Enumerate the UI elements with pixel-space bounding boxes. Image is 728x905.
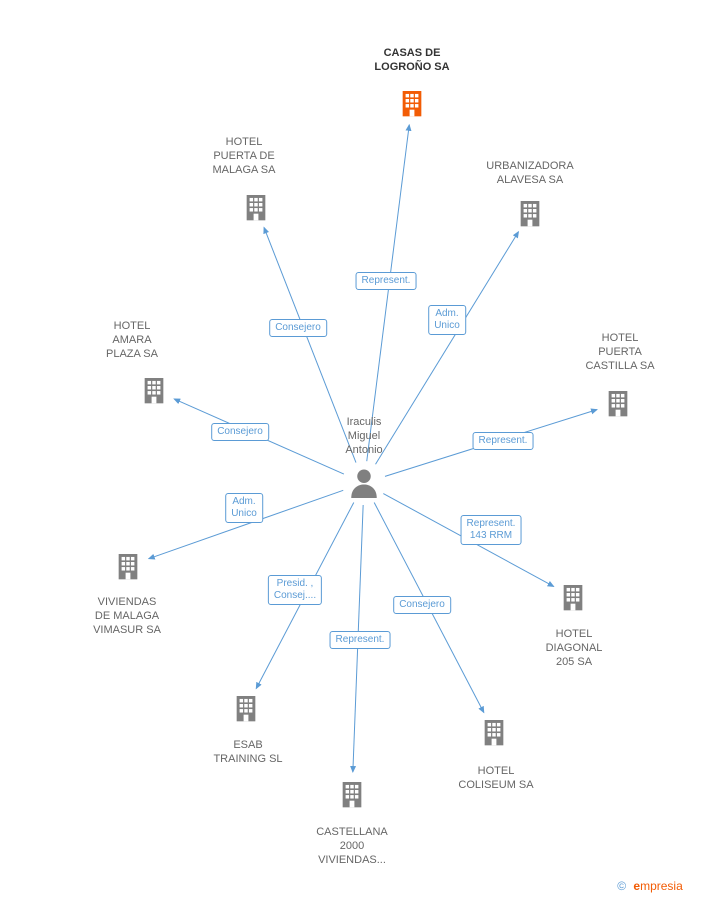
copyright-symbol: © xyxy=(617,879,626,893)
edge-label: Represent. xyxy=(473,432,534,450)
company-node-label: CASTELLANA 2000 VIVIENDAS... xyxy=(316,825,388,867)
edge-label: Presid. , Consej.... xyxy=(268,575,322,605)
building-icon xyxy=(602,387,634,419)
footer-credit: © empresia xyxy=(617,879,683,893)
company-node[interactable] xyxy=(138,374,170,406)
company-node[interactable] xyxy=(112,550,144,582)
company-node[interactable] xyxy=(230,692,262,724)
company-node-label: ESAB TRAINING SL xyxy=(213,738,282,766)
building-icon xyxy=(112,550,144,582)
company-node-label: HOTEL PUERTA CASTILLA SA xyxy=(585,331,654,373)
building-icon xyxy=(396,87,428,119)
edge-label: Adm. Unico xyxy=(225,493,263,523)
company-node-label: HOTEL AMARA PLAZA SA xyxy=(106,319,158,361)
center-node-label: Iraculis Miguel Antonio xyxy=(345,415,382,457)
building-icon xyxy=(514,197,546,229)
building-icon xyxy=(240,191,272,223)
company-node[interactable] xyxy=(240,191,272,223)
building-icon xyxy=(230,692,262,724)
diagram-stage: Represent. Adm. Unico Represent. Represent.… xyxy=(0,0,728,905)
company-node-label: HOTEL COLISEUM SA xyxy=(458,764,533,792)
building-icon xyxy=(336,778,368,810)
center-node[interactable] xyxy=(346,465,382,501)
edge-line xyxy=(376,232,519,465)
company-node-label: URBANIZADORA ALAVESA SA xyxy=(486,159,573,187)
edge-label: Consejero xyxy=(269,319,327,337)
building-icon xyxy=(557,581,589,613)
edge-line xyxy=(367,125,409,461)
edge-label: Represent. xyxy=(330,631,391,649)
edge-line xyxy=(264,227,356,462)
building-icon xyxy=(478,716,510,748)
company-node-label: VIVIENDAS DE MALAGA VIMASUR SA xyxy=(93,595,161,637)
company-node[interactable] xyxy=(514,197,546,229)
company-node-label: CASAS DE LOGROÑO SA xyxy=(374,46,449,74)
edge-label: Consejero xyxy=(393,596,451,614)
edge-label: Represent. 143 RRM xyxy=(461,515,522,545)
person-icon xyxy=(346,465,382,501)
company-node[interactable] xyxy=(602,387,634,419)
edge-label: Represent. xyxy=(356,272,417,290)
company-node[interactable] xyxy=(478,716,510,748)
company-node-label: HOTEL PUERTA DE MALAGA SA xyxy=(213,135,276,177)
edge-label: Consejero xyxy=(211,423,269,441)
company-node-label: HOTEL DIAGONAL 205 SA xyxy=(546,627,603,669)
edge-label: Adm. Unico xyxy=(428,305,466,335)
brand-name: empresia xyxy=(633,879,682,893)
company-node[interactable] xyxy=(336,778,368,810)
company-node[interactable] xyxy=(557,581,589,613)
building-icon xyxy=(138,374,170,406)
company-node[interactable] xyxy=(396,87,428,119)
